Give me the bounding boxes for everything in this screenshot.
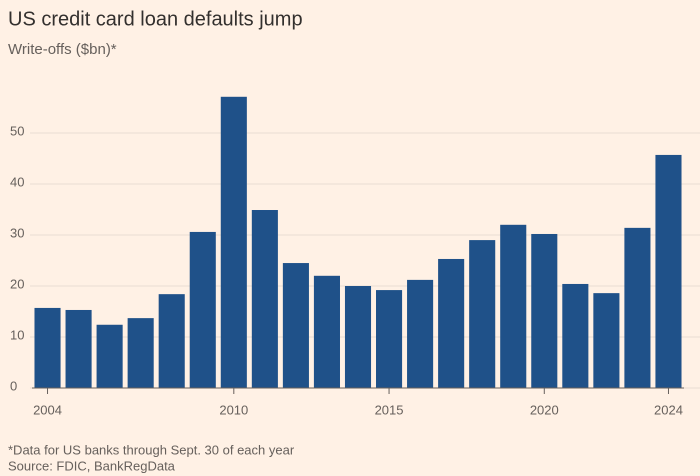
y-tick-label: 30 <box>10 225 24 240</box>
bar <box>469 240 496 388</box>
bar <box>624 227 651 388</box>
bar <box>562 283 589 388</box>
bar <box>593 293 620 388</box>
x-tick-label: 2004 <box>33 402 62 417</box>
bar <box>407 279 434 388</box>
bar <box>500 224 527 388</box>
footnote: *Data for US banks through Sept. 30 of e… <box>8 442 295 457</box>
y-tick-label: 40 <box>10 174 24 189</box>
x-tick-label: 2010 <box>219 402 248 417</box>
y-tick-label: 10 <box>10 327 24 342</box>
bar <box>282 263 309 388</box>
y-tick-label: 20 <box>10 276 24 291</box>
bar <box>531 233 558 388</box>
bar <box>220 96 247 388</box>
bar <box>65 309 92 388</box>
bar <box>158 294 185 388</box>
x-tick-label: 2020 <box>530 402 559 417</box>
x-tick-label: 2015 <box>375 402 404 417</box>
bar <box>438 258 465 388</box>
bar <box>96 324 123 388</box>
bar <box>655 154 682 388</box>
bar <box>34 307 61 388</box>
x-tick-label: 2024 <box>654 402 683 417</box>
bar <box>313 275 340 388</box>
source: Source: FDIC, BankRegData <box>8 458 176 473</box>
bar <box>127 318 154 388</box>
bar <box>189 231 216 388</box>
chart-title: US credit card loan defaults jump <box>8 8 303 30</box>
chart-subtitle: Write-offs ($bn)* <box>8 41 117 58</box>
bar <box>251 210 278 388</box>
bar <box>344 286 372 388</box>
y-tick-label: 0 <box>10 378 17 393</box>
y-tick-label: 50 <box>10 123 24 138</box>
bar <box>376 290 403 388</box>
